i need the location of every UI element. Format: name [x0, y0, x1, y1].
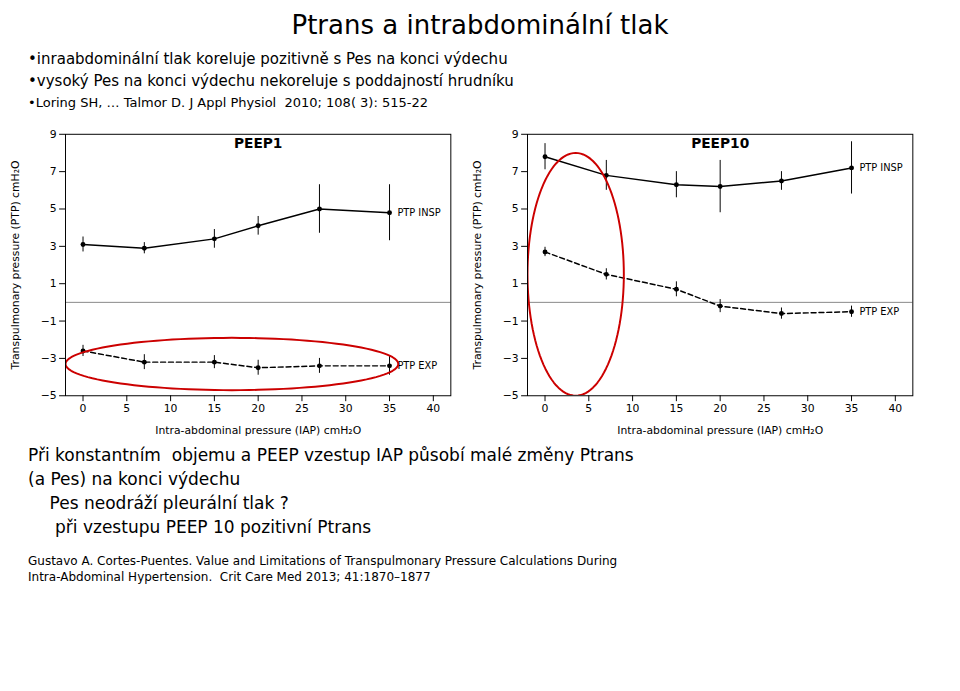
svg-text:10: 10 — [164, 402, 178, 415]
svg-text:35: 35 — [383, 402, 397, 415]
svg-text:0: 0 — [542, 402, 549, 415]
svg-text:7: 7 — [50, 165, 57, 178]
svg-text:30: 30 — [339, 402, 353, 415]
svg-text:20: 20 — [713, 402, 727, 415]
svg-text:1: 1 — [50, 277, 57, 290]
svg-text:−3: −3 — [41, 352, 57, 365]
svg-text:25: 25 — [295, 402, 309, 415]
svg-text:35: 35 — [845, 402, 859, 415]
svg-text:7: 7 — [512, 165, 519, 178]
html-text:Při konstantním objemu a PEEP: Při konstantním objemu a PEEP vzestup IA… — [28, 444, 634, 465]
svg-text:40: 40 — [426, 402, 440, 415]
svg-text:PEEP1: PEEP1 — [234, 135, 283, 151]
html-text:Intra-Abdominal Hypertension.: Intra-Abdominal Hypertension. Crit Care … — [28, 569, 431, 584]
svg-text:−3: −3 — [503, 352, 519, 365]
svg-text:Transpulmonary pressure (PTP): Transpulmonary pressure (PTP) cmH₂O — [471, 161, 484, 371]
svg-text:9: 9 — [512, 128, 519, 141]
svg-text:PTP EXP: PTP EXP — [859, 306, 899, 317]
svg-text:15: 15 — [208, 402, 222, 415]
svg-text:3: 3 — [50, 240, 57, 253]
html-text:Ptrans a intrabdominální tlak: Ptrans a intrabdominální tlak — [291, 10, 669, 40]
svg-text:5: 5 — [585, 402, 592, 415]
svg-text:−1: −1 — [503, 315, 519, 328]
html-text:•vysoký Pes na konci výdechu n: •vysoký Pes na konci výdechu nekoreluje … — [28, 72, 514, 90]
svg-text:0: 0 — [80, 402, 87, 415]
svg-text:30: 30 — [801, 402, 815, 415]
svg-text:25: 25 — [757, 402, 771, 415]
html-text:(a Pes) na konci výdechu: (a Pes) na konci výdechu — [28, 468, 241, 489]
html-text:Gustavo A. Cortes-Puentes. Val: Gustavo A. Cortes-Puentes. Value and Lim… — [28, 553, 618, 568]
svg-text:10: 10 — [626, 402, 640, 415]
svg-text:−5: −5 — [41, 389, 57, 402]
html-text:•Loring SH, … Talmor D. J Appl: •Loring SH, … Talmor D. J Appl Physiol 2… — [28, 95, 428, 110]
svg-text:5: 5 — [123, 402, 130, 415]
svg-text:9: 9 — [50, 128, 57, 141]
svg-text:Intra-abdominal pressure (IAP): Intra-abdominal pressure (IAP) cmH₂O — [617, 424, 823, 436]
svg-text:3: 3 — [512, 240, 519, 253]
svg-text:−5: −5 — [503, 389, 519, 402]
html-text:Pes neodráží pleurální tlak ?: Pes neodráží pleurální tlak ? — [28, 492, 289, 513]
svg-text:Intra-abdominal pressure (IAP): Intra-abdominal pressure (IAP) cmH₂O — [155, 424, 361, 436]
svg-text:PEEP10: PEEP10 — [691, 135, 749, 151]
svg-text:Transpulmonary pressure (PTP): Transpulmonary pressure (PTP) cmH₂O — [9, 161, 22, 371]
svg-text:5: 5 — [512, 202, 519, 215]
svg-text:PTP INSP: PTP INSP — [397, 207, 440, 218]
svg-text:PTP EXP: PTP EXP — [397, 360, 437, 371]
svg-text:1: 1 — [512, 277, 519, 290]
svg-text:PTP INSP: PTP INSP — [859, 162, 902, 173]
svg-text:20: 20 — [251, 402, 265, 415]
html-text:•inraabdominální tlak koreluje: •inraabdominální tlak koreluje pozitivně… — [28, 50, 508, 68]
html-text:při vzestupu PEEP 10 pozitivní: při vzestupu PEEP 10 pozitivní Ptrans — [28, 516, 372, 537]
svg-text:−1: −1 — [41, 315, 57, 328]
svg-text:5: 5 — [50, 202, 57, 215]
svg-text:40: 40 — [888, 402, 902, 415]
svg-text:15: 15 — [670, 402, 684, 415]
